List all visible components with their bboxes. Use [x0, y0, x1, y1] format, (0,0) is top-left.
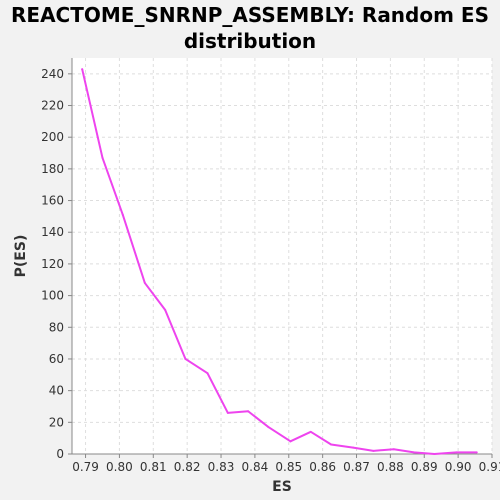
x-tick-label: 0.89 [411, 460, 438, 474]
data-point [143, 281, 146, 284]
x-tick-label: 0.87 [343, 460, 370, 474]
data-point [184, 357, 187, 360]
x-tick-label: 0.85 [275, 460, 302, 474]
y-tick-label: 140 [41, 225, 64, 239]
data-point [330, 443, 333, 446]
x-tick-label: 0.82 [174, 460, 201, 474]
y-tick-label: 80 [49, 320, 64, 334]
chart-title-line-1: REACTOME_SNRNP_ASSEMBLY: Random ES [11, 3, 489, 27]
x-tick-label: 0.81 [140, 460, 167, 474]
y-tick-label: 180 [41, 162, 64, 176]
data-point [289, 440, 292, 443]
y-tick-label: 240 [41, 67, 64, 81]
data-point [309, 430, 312, 433]
y-axis-label: P(ES) [13, 235, 29, 278]
data-point [226, 411, 229, 414]
chart-title: REACTOME_SNRNP_ASSEMBLY: Random ES distr… [0, 2, 500, 54]
x-tick-label: 0.88 [377, 460, 404, 474]
x-tick-label: 0.91 [479, 460, 500, 474]
y-tick-label: 60 [49, 352, 64, 366]
data-point [121, 213, 124, 216]
x-tick-label: 0.84 [242, 460, 269, 474]
chart-title-line-2: distribution [183, 29, 317, 53]
data-point [206, 372, 209, 375]
x-tick-label: 0.79 [72, 460, 99, 474]
data-point [413, 451, 416, 454]
data-point [433, 453, 436, 455]
y-tick-label: 120 [41, 257, 64, 271]
x-tick-label: 0.90 [445, 460, 472, 474]
y-tick-label: 0 [56, 447, 64, 461]
y-tick-label: 160 [41, 194, 64, 208]
data-point [455, 451, 458, 454]
y-tick-label: 200 [41, 130, 64, 144]
y-tick-label: 40 [49, 384, 64, 398]
data-point [392, 448, 395, 451]
x-axis-label: ES [272, 479, 292, 495]
y-tick-label: 220 [41, 99, 64, 113]
y-tick-label: 100 [41, 289, 64, 303]
data-point [164, 308, 167, 311]
series-line [81, 68, 477, 455]
x-tick-label: 0.80 [106, 460, 133, 474]
plot-area [72, 58, 492, 454]
data-point [475, 451, 478, 454]
data-point [101, 156, 104, 159]
x-tick-label: 0.83 [208, 460, 235, 474]
data-point [372, 449, 375, 452]
data-point [81, 68, 84, 71]
data-point [352, 446, 355, 449]
y-tick-label: 20 [49, 415, 64, 429]
x-tick-label: 0.86 [309, 460, 336, 474]
data-point [247, 410, 250, 413]
data-point [267, 426, 270, 429]
